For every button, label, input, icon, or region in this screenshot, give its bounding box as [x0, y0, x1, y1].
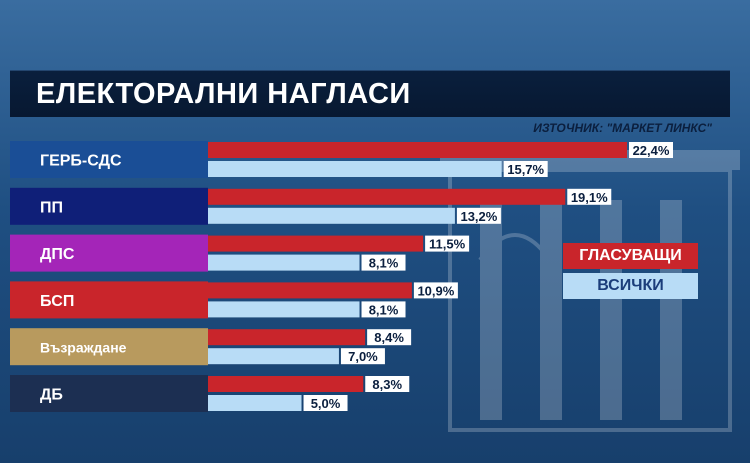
bar-voters-4	[208, 329, 366, 346]
category-label-1: ПП	[40, 199, 63, 216]
source-label: ИЗТОЧНИК: "МАРКЕТ ЛИНКС"	[533, 121, 712, 135]
bar-all-4	[208, 348, 339, 365]
label-box-all-5	[303, 395, 348, 411]
data-label-all-1: 13,2%	[460, 209, 497, 224]
data-label-voters-1: 19,1%	[571, 190, 608, 205]
data-label-all-5: 5,0%	[311, 396, 341, 411]
label-box-voters-1	[567, 188, 612, 205]
category-box-0	[10, 141, 208, 178]
title-bar: ЕЛЕКТОРАЛНИ НАГЛАСИ	[10, 70, 730, 117]
legend-voters: ГЛАСУВАЩИ	[563, 243, 698, 269]
bar-voters-1	[208, 188, 566, 205]
label-box-voters-0	[629, 142, 673, 158]
bar-all-5	[208, 395, 302, 411]
data-label-all-0: 15,7%	[507, 162, 544, 177]
legend-all: ВСИЧКИ	[563, 273, 698, 299]
data-label-voters-4: 8,4%	[374, 330, 404, 345]
label-box-all-3	[361, 301, 406, 318]
bar-all-0	[208, 161, 502, 177]
bar-all-1	[208, 207, 455, 224]
category-label-0: ГЕРБ-СДС	[40, 153, 122, 170]
bar-voters-2	[208, 235, 424, 252]
label-box-all-1	[456, 207, 501, 224]
data-label-all-3: 8,1%	[369, 302, 399, 317]
category-label-5: ДБ	[40, 387, 63, 404]
label-box-all-2	[361, 254, 406, 271]
page-title: ЕЛЕКТОРАЛНИ НАГЛАСИ	[36, 78, 411, 110]
bar-all-3	[208, 301, 360, 318]
label-box-voters-5	[365, 376, 410, 392]
label-box-voters-2	[425, 235, 470, 252]
category-box-1	[10, 187, 208, 225]
category-box-2	[10, 234, 208, 272]
category-box-5	[10, 375, 208, 412]
label-box-voters-3	[413, 282, 458, 299]
data-label-voters-0: 22,4%	[633, 143, 670, 158]
category-box-4	[10, 328, 208, 366]
category-label-2: ДПС	[40, 246, 75, 263]
bar-voters-3	[208, 282, 412, 299]
data-label-all-4: 7,0%	[348, 349, 378, 364]
label-box-all-4	[340, 348, 385, 365]
category-label-3: БСП	[40, 293, 74, 310]
bar-all-2	[208, 254, 360, 271]
data-label-voters-3: 10,9%	[417, 283, 454, 298]
category-box-3	[10, 281, 208, 319]
category-label-4: Възраждане	[40, 340, 127, 356]
label-box-all-0	[503, 161, 548, 177]
label-box-voters-4	[367, 329, 412, 346]
bar-voters-0	[208, 142, 627, 158]
data-label-voters-2: 11,5%	[429, 237, 466, 252]
data-label-voters-5: 8,3%	[372, 377, 402, 392]
bar-voters-5	[208, 376, 364, 392]
data-label-all-2: 8,1%	[369, 256, 399, 271]
